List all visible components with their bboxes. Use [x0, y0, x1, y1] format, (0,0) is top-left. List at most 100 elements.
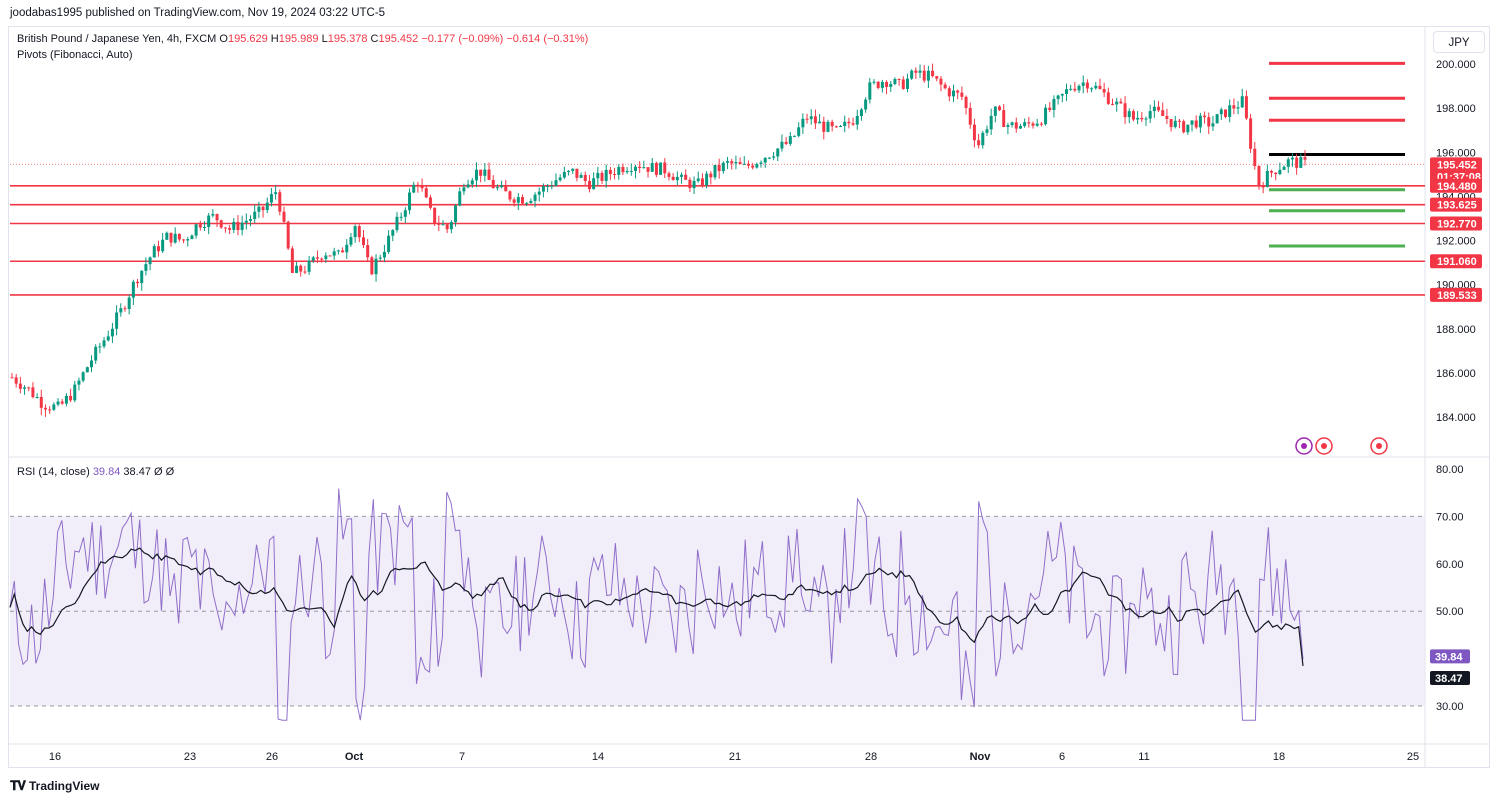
candle-body	[1215, 114, 1219, 124]
price-tick-label: 196.000	[1436, 147, 1476, 159]
candle-body	[73, 384, 77, 401]
candle-body	[470, 180, 474, 185]
candle-body	[604, 169, 608, 181]
candle-body	[772, 156, 776, 158]
candle-body	[382, 251, 386, 258]
candle-body	[784, 141, 788, 144]
candle-body	[504, 185, 508, 192]
symbol-legend[interactable]: British Pound / Japanese Yen, 4h, FXCM O…	[17, 33, 588, 45]
candle-body	[592, 178, 596, 190]
candle-body	[1023, 122, 1027, 126]
candle-body	[81, 372, 85, 381]
close-value: 195.452	[378, 33, 419, 45]
candle-body	[1148, 111, 1152, 119]
candle-body	[947, 88, 951, 97]
candle-body	[751, 165, 755, 168]
pivots-legend[interactable]: Pivots (Fibonacci, Auto)	[17, 49, 133, 61]
candle-body	[1165, 115, 1169, 119]
candle-body	[809, 116, 813, 120]
candle-body	[1244, 96, 1248, 119]
candle-body	[1249, 118, 1253, 149]
candle-body	[993, 106, 997, 116]
candle-body	[357, 226, 361, 238]
candle-body	[265, 202, 269, 211]
candle-body	[1073, 88, 1077, 91]
candle-body	[500, 185, 504, 188]
candle-body	[613, 174, 617, 176]
tradingview-logo[interactable]: 𝐓𝐕 TradingView	[10, 778, 100, 793]
candle-body	[56, 401, 60, 405]
candle-body	[684, 174, 688, 180]
candle-body	[110, 328, 114, 337]
candle-body	[864, 99, 868, 110]
candle-body	[721, 162, 725, 172]
candle-body	[960, 92, 964, 97]
candle-body	[315, 257, 319, 259]
candle-body	[1039, 123, 1043, 125]
candle-body	[805, 118, 809, 120]
candle-body	[106, 336, 110, 341]
candle-body	[1002, 110, 1006, 127]
candle-body	[1290, 157, 1294, 160]
rsi-tick-label: 50.00	[1436, 606, 1464, 618]
candle-body	[232, 222, 236, 230]
candle-body	[541, 186, 545, 192]
candle-body	[600, 172, 604, 181]
candle-body	[341, 250, 345, 253]
candle-body	[914, 70, 918, 73]
rsi-legend[interactable]: RSI (14, close) 39.84 38.47 Ø Ø	[17, 466, 174, 478]
candle-body	[788, 136, 792, 144]
candle-body	[596, 172, 600, 179]
candle-body	[843, 121, 847, 126]
symbol-name[interactable]: British Pound / Japanese Yen, 4h, FXCM	[17, 33, 217, 45]
price-label-text: 193.625	[1437, 200, 1477, 212]
candle-body	[952, 90, 956, 97]
candle-body	[43, 407, 47, 410]
candle-body	[177, 233, 181, 240]
candle-body	[1102, 88, 1106, 93]
candle-body	[525, 202, 529, 204]
high-label: H	[270, 33, 279, 45]
candle-body	[830, 121, 834, 127]
candle-body	[1194, 120, 1198, 128]
candle-body	[64, 395, 68, 404]
candle-body	[244, 220, 248, 223]
price-label-box	[1430, 254, 1482, 269]
close-label: C	[370, 33, 379, 45]
time-axis-label: 23	[184, 751, 196, 763]
candle-body	[156, 246, 160, 252]
candle-body	[876, 81, 880, 88]
high-value: 195.989	[278, 33, 319, 45]
candle-body	[1236, 107, 1240, 109]
candle-body	[1111, 103, 1115, 105]
candle-body	[1228, 105, 1232, 117]
candle-body	[1098, 85, 1102, 89]
candle-body	[236, 222, 240, 231]
rsi-ma-line	[9, 547, 1304, 666]
candle-body	[521, 197, 525, 204]
time-axis-label: 26	[266, 751, 278, 763]
candle-body	[269, 194, 273, 203]
price-label-box	[1430, 216, 1482, 231]
rsi-title[interactable]: RSI (14, close)	[17, 466, 90, 478]
currency-button[interactable]: JPY	[1433, 31, 1485, 53]
candle-body	[1186, 124, 1190, 133]
candle-body	[1169, 118, 1173, 128]
time-axis-label: 14	[592, 751, 604, 763]
time-axis-label: 7	[459, 751, 465, 763]
candle-body	[981, 132, 985, 146]
time-axis-label: 28	[865, 751, 877, 763]
price-label-box	[1430, 178, 1482, 193]
chart-frame	[8, 26, 1490, 768]
candle-body	[989, 115, 993, 130]
candle-body	[713, 165, 717, 178]
candle-body	[746, 163, 750, 166]
candle-body	[60, 401, 64, 404]
rsi-extra-1: Ø	[154, 466, 163, 478]
candle-body	[608, 169, 612, 175]
candle-body	[868, 82, 872, 100]
candle-body	[249, 219, 253, 221]
candle-body	[822, 121, 826, 132]
candle-body	[1144, 118, 1148, 120]
